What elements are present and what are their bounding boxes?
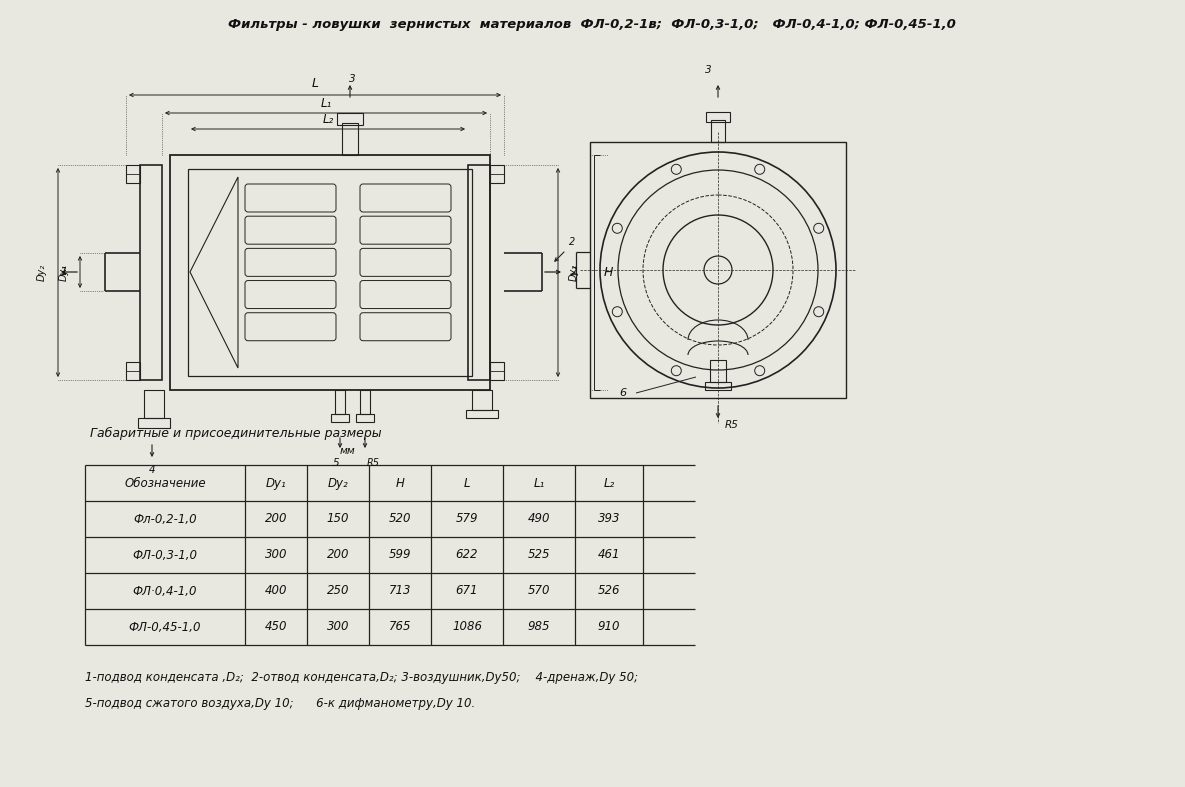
Text: Фл-0,2-1,0: Фл-0,2-1,0	[133, 512, 197, 526]
Bar	[169, 155, 491, 390]
Bar	[491, 362, 504, 380]
Text: 393: 393	[597, 512, 620, 526]
Text: Dy₂: Dy₂	[569, 264, 579, 280]
Text: 570: 570	[527, 585, 550, 597]
Text: Dy₂: Dy₂	[37, 264, 47, 280]
Bar	[705, 382, 731, 390]
Text: 910: 910	[597, 620, 620, 634]
Text: 1: 1	[60, 267, 68, 277]
Text: 525: 525	[527, 549, 550, 561]
Text: L₁: L₁	[533, 476, 545, 490]
Text: 3: 3	[348, 74, 356, 84]
Bar	[706, 112, 730, 122]
Bar	[126, 165, 140, 183]
Text: 300: 300	[327, 620, 350, 634]
Text: 6: 6	[620, 388, 627, 398]
Text: L: L	[312, 76, 319, 90]
Bar	[140, 165, 162, 380]
Text: ФЛ-0,3-1,0: ФЛ-0,3-1,0	[133, 549, 198, 561]
Text: L: L	[463, 476, 470, 490]
Text: 250: 250	[327, 585, 350, 597]
Text: 1086: 1086	[451, 620, 482, 634]
Text: 1-подвод конденсата ,D₂;  2-отвод конденсата,D₂; 3-воздушник,Dy50;    4-дренаж,D: 1-подвод конденсата ,D₂; 2-отвод конденс…	[85, 671, 639, 683]
Bar	[137, 418, 169, 428]
Text: 671: 671	[456, 585, 479, 597]
Bar	[468, 165, 491, 380]
Bar	[356, 414, 374, 422]
Text: R5: R5	[725, 420, 739, 430]
Text: 622: 622	[456, 549, 479, 561]
Bar	[188, 169, 472, 376]
Text: 490: 490	[527, 512, 550, 526]
Text: R5: R5	[366, 458, 379, 468]
Text: 5-подвод сжатого воздуха,Dy 10;      6-к дифманометру,Dy 10.: 5-подвод сжатого воздуха,Dy 10; 6-к дифм…	[85, 696, 475, 710]
Bar	[337, 113, 363, 125]
Text: 150: 150	[327, 512, 350, 526]
Text: 2: 2	[571, 267, 577, 277]
Text: 3: 3	[705, 65, 711, 75]
Text: L₂: L₂	[322, 113, 334, 125]
Text: ФЛ·0,4-1,0: ФЛ·0,4-1,0	[133, 585, 197, 597]
Bar	[342, 123, 358, 155]
Text: Dy₁: Dy₁	[59, 264, 69, 280]
Text: 713: 713	[389, 585, 411, 597]
Text: L₁: L₁	[320, 97, 332, 109]
Bar	[335, 390, 345, 414]
Bar	[126, 362, 140, 380]
Text: 400: 400	[264, 585, 287, 597]
Text: L₂: L₂	[603, 476, 615, 490]
Text: 985: 985	[527, 620, 550, 634]
Text: 461: 461	[597, 549, 620, 561]
Text: ФЛ-0,45-1,0: ФЛ-0,45-1,0	[129, 620, 201, 634]
Text: Габаритные и присоединительные размеры: Габаритные и присоединительные размеры	[90, 427, 382, 439]
Text: H: H	[396, 476, 404, 490]
Text: 520: 520	[389, 512, 411, 526]
Text: Dy₁: Dy₁	[265, 476, 287, 490]
Text: 2: 2	[569, 237, 575, 247]
Text: мм: мм	[340, 446, 356, 456]
Bar	[711, 120, 725, 142]
Text: 300: 300	[264, 549, 287, 561]
Bar	[466, 410, 498, 418]
Bar	[145, 390, 164, 418]
Bar	[360, 390, 370, 414]
Bar	[710, 360, 726, 382]
Bar	[472, 390, 492, 410]
Text: 526: 526	[597, 585, 620, 597]
Text: 200: 200	[327, 549, 350, 561]
Text: 599: 599	[389, 549, 411, 561]
Text: 200: 200	[264, 512, 287, 526]
Text: 4: 4	[148, 465, 155, 475]
Text: Фильтры - ловушки  зернистых  материалов  ФЛ-0,2-1в;  ФЛ-0,3-1,0;   ФЛ-0,4-1,0; : Фильтры - ловушки зернистых материалов Ф…	[228, 18, 956, 31]
Text: 579: 579	[456, 512, 479, 526]
Bar	[590, 142, 846, 398]
Text: 5: 5	[333, 458, 339, 468]
Text: 765: 765	[389, 620, 411, 634]
Text: Обозначение: Обозначение	[124, 476, 206, 490]
Text: H: H	[603, 265, 613, 279]
Text: 450: 450	[264, 620, 287, 634]
Bar	[491, 165, 504, 183]
Bar	[331, 414, 350, 422]
Text: Dy₂: Dy₂	[327, 476, 348, 490]
